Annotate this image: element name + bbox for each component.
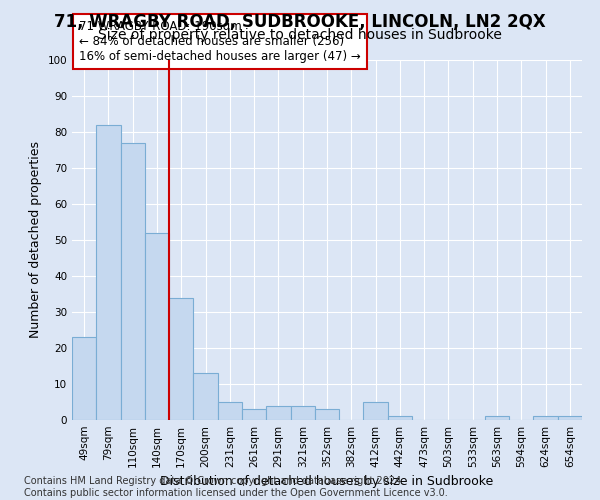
Bar <box>315 409 339 420</box>
Bar <box>485 416 509 420</box>
Bar <box>218 402 242 420</box>
Bar <box>533 416 558 420</box>
Bar <box>242 409 266 420</box>
Bar <box>388 416 412 420</box>
Text: Size of property relative to detached houses in Sudbrooke: Size of property relative to detached ho… <box>98 28 502 42</box>
Bar <box>290 406 315 420</box>
Bar <box>193 373 218 420</box>
Y-axis label: Number of detached properties: Number of detached properties <box>29 142 42 338</box>
Text: Contains HM Land Registry data © Crown copyright and database right 2024.
Contai: Contains HM Land Registry data © Crown c… <box>24 476 448 498</box>
Bar <box>558 416 582 420</box>
Bar <box>364 402 388 420</box>
X-axis label: Distribution of detached houses by size in Sudbrooke: Distribution of detached houses by size … <box>160 476 494 488</box>
Bar <box>266 406 290 420</box>
Text: 71 WRAGBY ROAD: 190sqm
← 84% of detached houses are smaller (256)
16% of semi-de: 71 WRAGBY ROAD: 190sqm ← 84% of detached… <box>79 20 361 63</box>
Text: 71, WRAGBY ROAD, SUDBROOKE, LINCOLN, LN2 2QX: 71, WRAGBY ROAD, SUDBROOKE, LINCOLN, LN2… <box>54 12 546 30</box>
Bar <box>169 298 193 420</box>
Bar <box>96 125 121 420</box>
Bar <box>121 143 145 420</box>
Bar <box>72 337 96 420</box>
Bar <box>145 233 169 420</box>
